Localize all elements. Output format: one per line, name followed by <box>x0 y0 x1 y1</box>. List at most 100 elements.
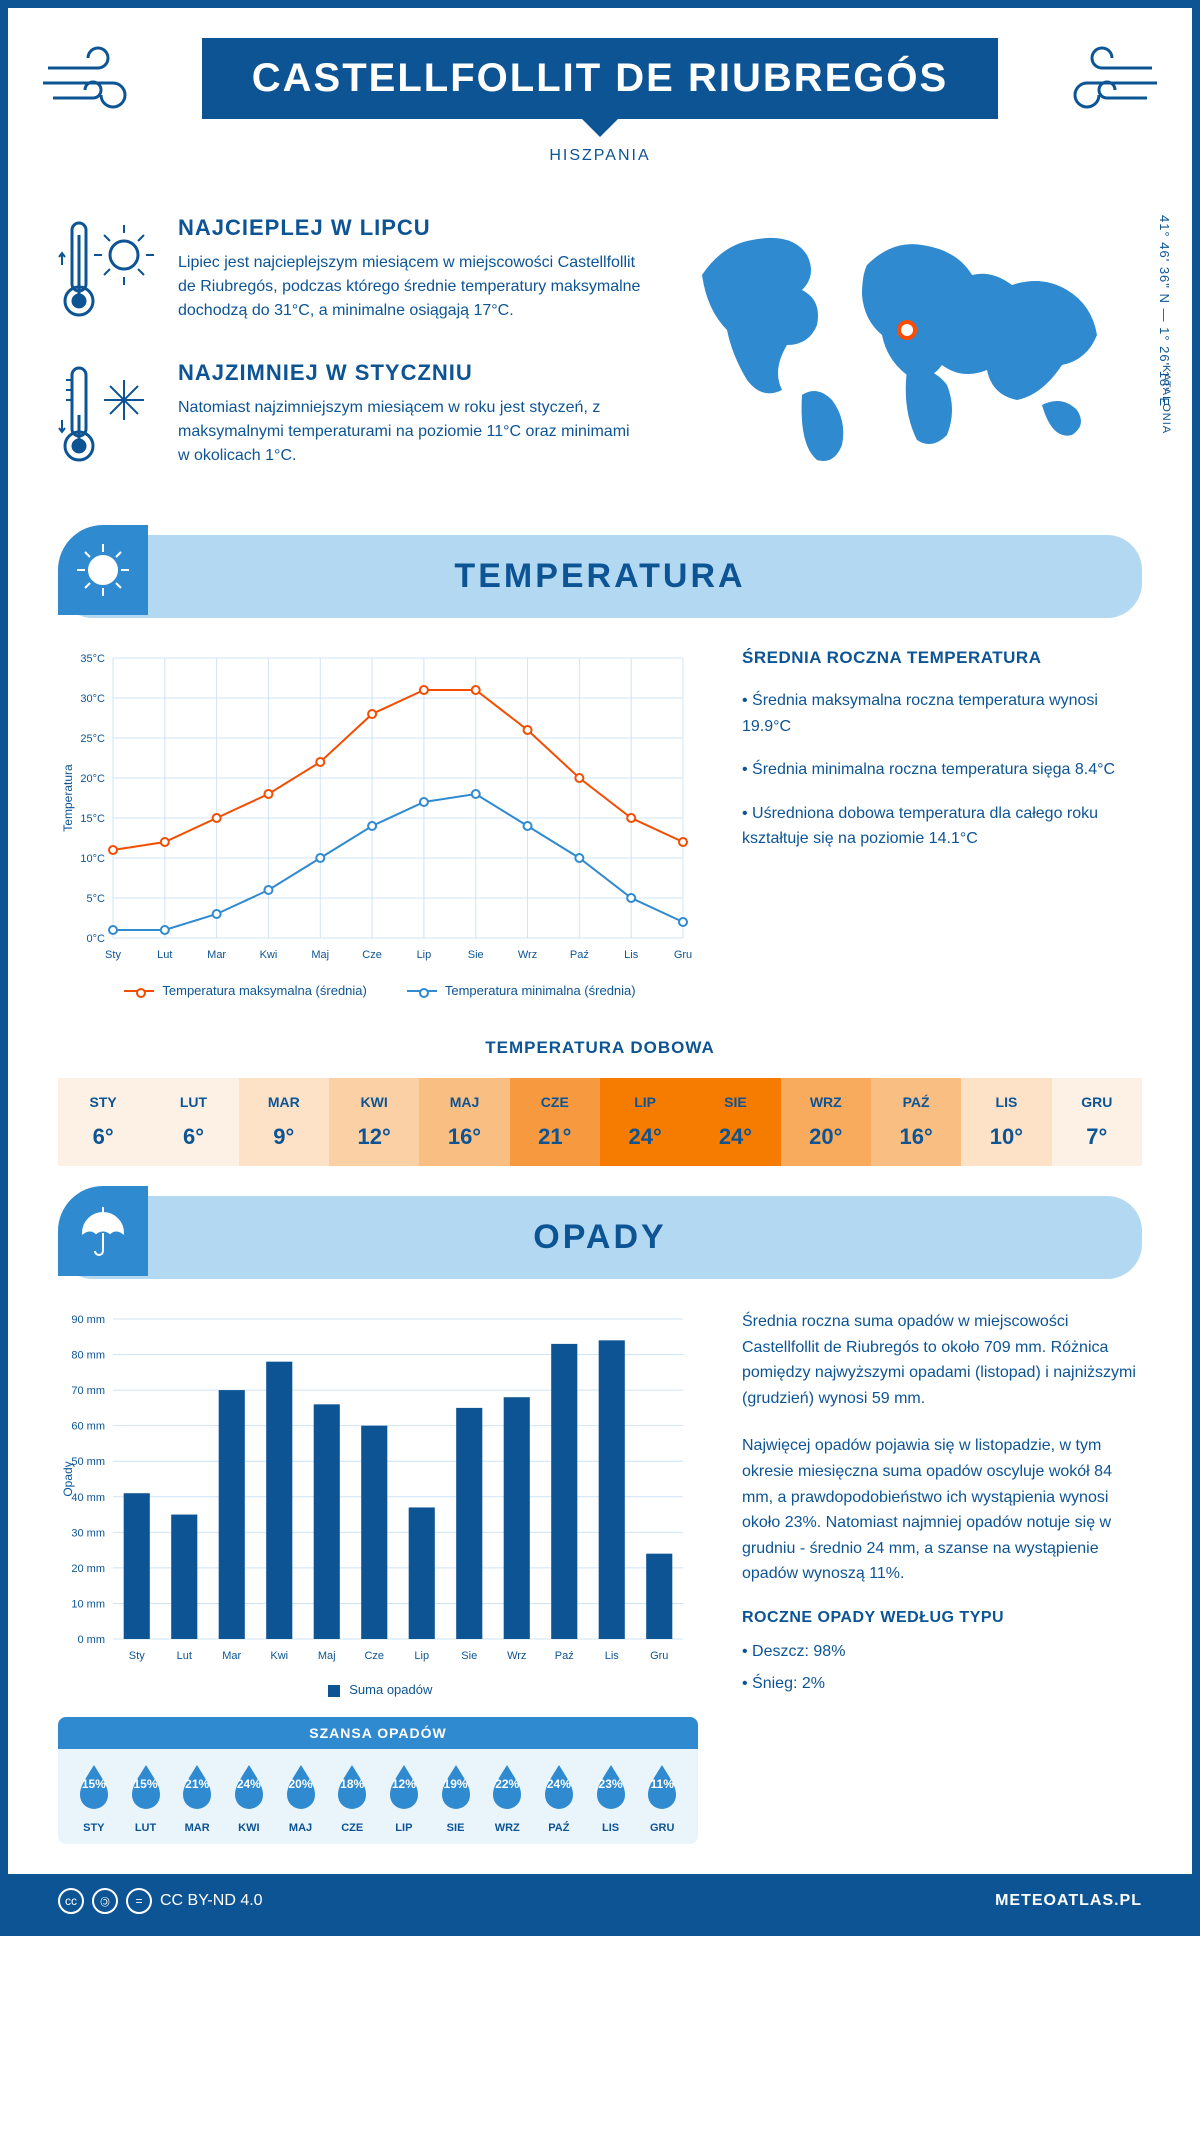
country-label: HISZPANIA <box>8 147 1192 165</box>
legend-max: Temperatura maksymalna (średnia) <box>124 983 366 998</box>
drop-icon: 24% <box>229 1763 269 1818</box>
daily-cell: MAR 9° <box>239 1078 329 1166</box>
daily-value: 16° <box>871 1124 961 1150</box>
svg-text:Lis: Lis <box>624 949 639 961</box>
chance-cell: 22% WRZ <box>481 1763 533 1834</box>
daily-value: 9° <box>239 1124 329 1150</box>
daily-value: 16° <box>419 1124 509 1150</box>
svg-text:60 mm: 60 mm <box>71 1421 105 1433</box>
svg-text:0 mm: 0 mm <box>78 1634 106 1646</box>
daily-month: LUT <box>148 1094 238 1110</box>
daily-cell: MAJ16° <box>419 1078 509 1166</box>
daily-month: MAR <box>239 1094 329 1110</box>
hottest-block: NAJCIEPLEJ W LIPCU Lipiec jest najcieple… <box>58 215 642 330</box>
svg-text:Lip: Lip <box>417 949 432 961</box>
summary-row: NAJCIEPLEJ W LIPCU Lipiec jest najcieple… <box>58 215 1142 505</box>
daily-cell: CZE21° <box>510 1078 600 1166</box>
chance-month: LUT <box>120 1822 172 1834</box>
svg-text:Mar: Mar <box>222 1650 241 1662</box>
svg-text:Opady: Opady <box>61 1461 75 1496</box>
thermometer-snow-icon <box>58 360 158 475</box>
precip-legend-label: Suma opadów <box>349 1682 432 1697</box>
svg-text:Paź: Paź <box>570 949 589 961</box>
svg-text:Lip: Lip <box>414 1650 429 1662</box>
legend-min: Temperatura minimalna (średnia) <box>407 983 636 998</box>
svg-text:Cze: Cze <box>362 949 382 961</box>
chance-value: 23% <box>591 1777 631 1791</box>
drop-icon: 15% <box>74 1763 114 1818</box>
daily-cell: LUT6° <box>148 1078 238 1166</box>
chance-month: PAŹ <box>533 1822 585 1834</box>
daily-cell: GRU7° <box>1052 1078 1142 1166</box>
region-label: KATALONIA <box>1160 365 1172 434</box>
svg-text:Lut: Lut <box>177 1650 192 1662</box>
precip-legend: Suma opadów <box>58 1682 702 1697</box>
daily-value: 20° <box>781 1124 871 1150</box>
temperature-title: TEMPERATURA <box>454 557 745 595</box>
drop-icon: 21% <box>177 1763 217 1818</box>
umbrella-icon <box>58 1186 148 1276</box>
chance-value: 15% <box>126 1777 166 1791</box>
temp-bullet: • Średnia minimalna roczna temperatura s… <box>742 757 1142 783</box>
temperature-legend: Temperatura maksymalna (średnia) Tempera… <box>58 983 702 998</box>
daily-month: GRU <box>1052 1094 1142 1110</box>
svg-text:25°C: 25°C <box>80 733 105 745</box>
daily-month: STY <box>58 1094 148 1110</box>
location-marker-icon <box>897 320 917 340</box>
precip-type-item: • Deszcz: 98% <box>742 1639 1142 1665</box>
chance-month: CZE <box>326 1822 378 1834</box>
chance-cell: 12% LIP <box>378 1763 430 1834</box>
coldest-title: NAJZIMNIEJ W STYCZNIU <box>178 360 642 386</box>
svg-text:80 mm: 80 mm <box>71 1350 105 1362</box>
chance-month: KWI <box>223 1822 275 1834</box>
svg-text:Lis: Lis <box>605 1650 620 1662</box>
chance-month: SIE <box>430 1822 482 1834</box>
svg-text:0°C: 0°C <box>87 933 106 945</box>
svg-text:20 mm: 20 mm <box>71 1563 105 1575</box>
daily-month: PAŹ <box>871 1094 961 1110</box>
drop-icon: 20% <box>281 1763 321 1818</box>
svg-text:10 mm: 10 mm <box>71 1598 105 1610</box>
svg-text:Sie: Sie <box>461 1650 477 1662</box>
svg-text:Mar: Mar <box>207 949 226 961</box>
wind-icon <box>38 38 148 134</box>
footer: cc 🄯 = CC BY-ND 4.0 METEOATLAS.PL <box>8 1874 1192 1928</box>
daily-value: 6° <box>58 1124 148 1150</box>
chance-value: 15% <box>74 1777 114 1791</box>
chance-value: 24% <box>229 1777 269 1791</box>
temperature-content: 0°C5°C10°C15°C20°C25°C30°C35°CStyLutMarK… <box>58 648 1142 998</box>
svg-text:Kwi: Kwi <box>260 949 278 961</box>
daily-month: SIE <box>690 1094 780 1110</box>
svg-text:Temperatura: Temperatura <box>61 764 75 832</box>
svg-text:Sie: Sie <box>468 949 484 961</box>
daily-value: 24° <box>690 1124 780 1150</box>
temp-info-title: ŚREDNIA ROCZNA TEMPERATURA <box>742 648 1142 668</box>
daily-value: 21° <box>510 1124 600 1150</box>
hottest-text: Lipiec jest najcieplejszym miesiącem w m… <box>178 251 642 323</box>
temp-bullet: • Uśredniona dobowa temperatura dla całe… <box>742 801 1142 852</box>
precip-bar-chart: 0 mm10 mm20 mm30 mm40 mm50 mm60 mm70 mm8… <box>58 1309 702 1697</box>
map-col: 41° 46' 36" N — 1° 26' 18" E KATALONIA <box>682 215 1142 505</box>
drop-icon: 11% <box>642 1763 682 1818</box>
header: CASTELLFOLLIT DE RIUBREGÓS HISZPANIA <box>8 8 1192 175</box>
chance-value: 18% <box>332 1777 372 1791</box>
nd-icon: = <box>126 1888 152 1914</box>
daily-value: 10° <box>961 1124 1051 1150</box>
drop-icon: 19% <box>436 1763 476 1818</box>
by-icon: 🄯 <box>92 1888 118 1914</box>
svg-text:Paź: Paź <box>555 1650 574 1662</box>
svg-text:90 mm: 90 mm <box>71 1314 105 1326</box>
drop-icon: 24% <box>539 1763 579 1818</box>
chance-cell: 23% LIS <box>585 1763 637 1834</box>
coldest-text: Natomiast najzimniejszym miesiącem w rok… <box>178 396 642 468</box>
precip-content: 0 mm10 mm20 mm30 mm40 mm50 mm60 mm70 mm8… <box>58 1309 1142 1844</box>
chance-cell: 21% MAR <box>171 1763 223 1834</box>
precip-type-title: ROCZNE OPADY WEDŁUG TYPU <box>742 1609 1142 1627</box>
chance-month: LIP <box>378 1822 430 1834</box>
license-block: cc 🄯 = CC BY-ND 4.0 <box>58 1888 263 1914</box>
daily-temp-title: TEMPERATURA DOBOWA <box>58 1038 1142 1058</box>
precip-text-2: Najwięcej opadów pojawia się w listopadz… <box>742 1433 1142 1587</box>
chance-title: SZANSA OPADÓW <box>58 1717 698 1749</box>
license-text: CC BY-ND 4.0 <box>160 1892 263 1910</box>
chance-cell: 19% SIE <box>430 1763 482 1834</box>
